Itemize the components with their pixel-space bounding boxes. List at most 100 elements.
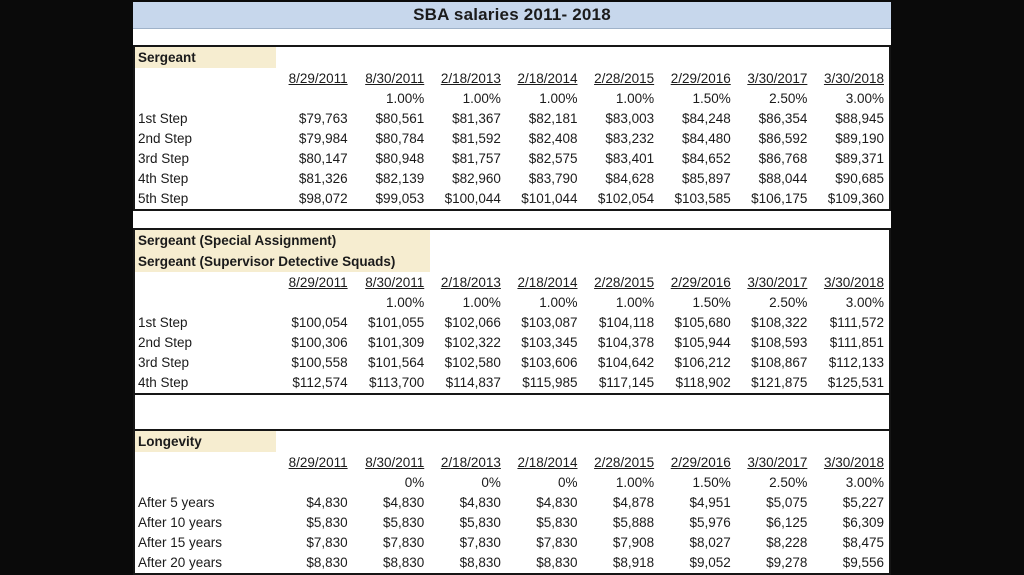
section-label-row: Sergeant (Special Assignment): [135, 230, 889, 251]
row-label: After 15 years: [138, 535, 223, 551]
value-cell: $125,531: [827, 375, 884, 391]
row-filler: [430, 251, 889, 272]
value-cell: $4,830: [459, 495, 501, 511]
top-strip: [133, 0, 891, 2]
value-cell: $5,075: [766, 495, 808, 511]
percent-cell: 2.50%: [769, 91, 808, 107]
table-row: 4th Step $81,326 $82,139 $82,960 $83,790 $84,…: [135, 169, 889, 189]
section-label: Longevity: [135, 431, 276, 452]
percent-cell: 3.00%: [845, 91, 884, 107]
value-cell: $88,945: [835, 111, 884, 127]
value-cell: $103,585: [674, 191, 731, 207]
value-cell: $4,951: [689, 495, 731, 511]
value-cell: $80,561: [375, 111, 425, 127]
table-row: 1st Step $79,763 $80,561 $81,367 $82,181 $83,…: [135, 109, 889, 129]
value-cell: $103,606: [521, 355, 578, 371]
value-cell: $101,309: [367, 335, 425, 351]
value-cell: $85,897: [681, 171, 731, 187]
date-header-row: 8/29/2011 8/30/2011 2/18/2013 2/18/2014 2/28…: [135, 272, 889, 293]
value-cell: $9,052: [689, 555, 731, 571]
value-cell: $103,345: [521, 335, 578, 351]
value-cell: $5,976: [689, 515, 731, 531]
value-cell: $8,027: [689, 535, 731, 551]
value-cell: $104,118: [598, 315, 655, 331]
table-row: 2nd Step $79,984 $80,784 $81,592 $82,408 $83,…: [135, 129, 889, 149]
value-cell: $5,227: [842, 495, 884, 511]
value-cell: $108,593: [751, 335, 808, 351]
value-cell: $101,055: [367, 315, 425, 331]
value-cell: $115,985: [522, 375, 578, 391]
date-header-cell: 2/29/2016: [670, 70, 731, 86]
row-label: 2nd Step: [138, 335, 193, 351]
date-header-cell: 8/30/2011: [365, 274, 425, 290]
date-header-cell: 3/30/2018: [823, 70, 884, 86]
percent-cell: 1.00%: [385, 91, 425, 107]
percent-cell: 2.50%: [769, 295, 808, 311]
section-label-row: Longevity: [135, 431, 889, 452]
date-header-row: 8/29/2011 8/30/2011 2/18/2013 2/18/2014 2/28…: [135, 68, 889, 89]
value-cell: $86,768: [758, 151, 808, 167]
title-bar: SBA salaries 2011- 2018: [133, 2, 891, 29]
row-filler: [276, 47, 889, 68]
value-cell: $7,830: [382, 535, 425, 551]
table-row: After 5 years $4,830 $4,830 $4,830 $4,830 $4,…: [135, 493, 889, 513]
value-cell: $6,309: [842, 515, 884, 531]
value-cell: $8,475: [842, 535, 884, 551]
section-label: Sergeant (Special Assignment): [135, 230, 430, 251]
value-cell: $114,837: [445, 375, 501, 391]
value-cell: $86,592: [758, 131, 808, 147]
value-cell: $100,054: [291, 315, 348, 331]
row-filler: [430, 230, 889, 251]
percent-cell: 1.50%: [692, 295, 731, 311]
value-cell: $99,053: [375, 191, 425, 207]
percent-cell: 1.50%: [692, 91, 731, 107]
percent-row: 1.00% 1.00% 1.00% 1.00% 1.50% 2.50% 3.00%: [135, 89, 889, 109]
date-header-cell: 2/18/2014: [517, 274, 578, 290]
value-cell: $6,125: [766, 515, 808, 531]
value-cell: $5,830: [382, 515, 425, 531]
value-cell: $88,044: [758, 171, 808, 187]
value-cell: $105,680: [674, 315, 731, 331]
value-cell: $81,367: [452, 111, 501, 127]
row-label: After 20 years: [138, 555, 223, 571]
date-header-cell: 3/30/2017: [747, 70, 808, 86]
value-cell: $102,322: [444, 335, 501, 351]
section-label-row: Sergeant: [135, 47, 889, 68]
value-cell: $117,145: [598, 375, 655, 391]
value-cell: $7,830: [536, 535, 578, 551]
sergeant-special-assignment-table: Sergeant (Special Assignment) Sergeant (S…: [133, 228, 891, 395]
date-header-cell: 2/18/2014: [517, 70, 578, 86]
percent-cell: 1.00%: [385, 295, 425, 311]
value-cell: $100,306: [291, 335, 348, 351]
percent-row: 1.00% 1.00% 1.00% 1.00% 1.50% 2.50% 3.00%: [135, 293, 889, 313]
value-cell: $84,248: [681, 111, 731, 127]
value-cell: $90,685: [835, 171, 884, 187]
date-header-cell: 8/29/2011: [288, 70, 348, 86]
value-cell: $83,401: [605, 151, 655, 167]
value-cell: $108,322: [751, 315, 808, 331]
percent-cell: 1.00%: [615, 475, 655, 491]
value-cell: $84,628: [605, 171, 655, 187]
value-cell: $102,066: [444, 315, 501, 331]
date-header-cell: 2/18/2013: [440, 274, 501, 290]
percent-cell: 1.00%: [615, 295, 655, 311]
value-cell: $113,700: [368, 375, 425, 391]
date-header-cell: 3/30/2017: [747, 454, 808, 470]
table-row: After 20 years $8,830 $8,830 $8,830 $8,830 $8…: [135, 553, 889, 573]
table-row: After 10 years $5,830 $5,830 $5,830 $5,830 $5…: [135, 513, 889, 533]
value-cell: $5,830: [306, 515, 348, 531]
value-cell: $104,642: [597, 355, 655, 371]
value-cell: $80,784: [375, 131, 425, 147]
value-cell: $7,830: [459, 535, 501, 551]
row-label: 3rd Step: [138, 151, 190, 167]
value-cell: $8,830: [536, 555, 578, 571]
percent-cell: 2.50%: [769, 475, 808, 491]
table-row: 3rd Step $80,147 $80,948 $81,757 $82,575 $83,…: [135, 149, 889, 169]
value-cell: $106,175: [751, 191, 808, 207]
value-cell: $7,908: [612, 535, 655, 551]
percent-cell: 1.00%: [539, 91, 578, 107]
value-cell: $118,902: [675, 375, 731, 391]
value-cell: $102,580: [444, 355, 501, 371]
value-cell: $4,830: [382, 495, 425, 511]
date-header-cell: 2/18/2013: [440, 70, 501, 86]
